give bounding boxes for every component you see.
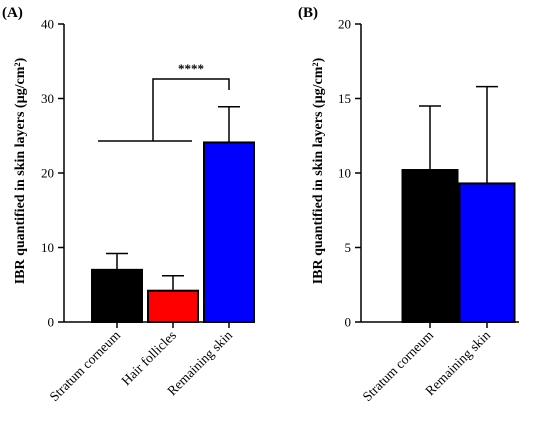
y-tick-label: 0 bbox=[345, 315, 352, 330]
bar bbox=[91, 268, 143, 324]
y-tick-label: 0 bbox=[48, 315, 55, 330]
bar bbox=[458, 182, 516, 323]
y-tick-label: 5 bbox=[345, 240, 352, 255]
category-label: Stratum corneum bbox=[359, 327, 436, 404]
panel-a-y-axis-label: IBR quantified in skin layers (µg/cm²) bbox=[13, 57, 28, 284]
category-label: Stratum corneum bbox=[46, 327, 123, 404]
y-tick-label: 30 bbox=[41, 91, 54, 106]
panel-a-label: (A) bbox=[2, 5, 23, 21]
significance-bracket bbox=[152, 78, 230, 141]
panel-b: (B) IBR quantified in skin layers (µg/cm… bbox=[298, 5, 519, 404]
panel-b-y-axis-label: IBR quantified in skin layers (µg/cm²) bbox=[311, 57, 326, 284]
y-tick-label: 10 bbox=[41, 240, 54, 255]
panel-a: (A) IBR quantified in skin layers (µg/cm… bbox=[2, 5, 255, 404]
category-label: Hair follicles bbox=[118, 328, 179, 389]
bar bbox=[401, 169, 459, 323]
significance-label: **** bbox=[178, 61, 204, 76]
y-tick-label: 10 bbox=[338, 166, 351, 181]
panel-b-label: (B) bbox=[298, 5, 318, 21]
y-tick-label: 20 bbox=[338, 17, 351, 32]
bar bbox=[147, 289, 199, 323]
y-tick-label: 20 bbox=[41, 166, 54, 181]
bar bbox=[203, 141, 255, 323]
y-tick-label: 40 bbox=[41, 17, 54, 32]
y-tick-label: 15 bbox=[338, 91, 351, 106]
